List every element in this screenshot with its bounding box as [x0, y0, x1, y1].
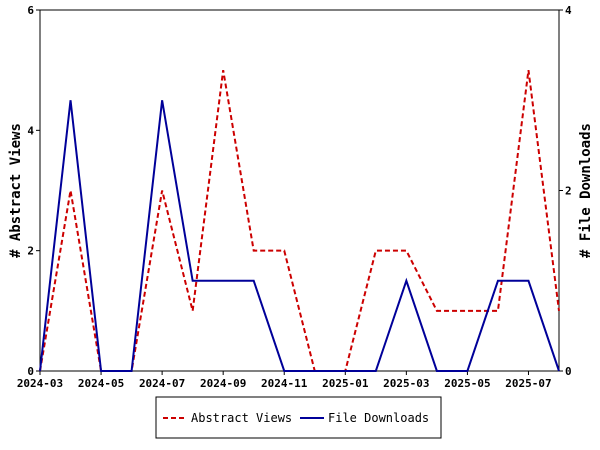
x-tick-label: 2024-11	[261, 377, 308, 390]
x-tick-label: 2025-03	[383, 377, 429, 390]
y-left-tick-label: 2	[27, 245, 34, 258]
series-line-file-downloads	[39, 100, 560, 372]
x-tick-label: 2025-05	[444, 377, 490, 390]
y-left-axis-title: # Abstract Views	[8, 123, 24, 258]
y-right-axis-title: # File Downloads	[578, 123, 594, 258]
x-tick-label: 2024-07	[139, 377, 185, 390]
y-right-tick-label: 2	[565, 185, 572, 198]
y-left-tick-label: 6	[27, 4, 34, 17]
x-tick-label: 2024-09	[200, 377, 246, 390]
x-tick-label: 2024-03	[17, 377, 63, 390]
axes: 0 2 4 6 0 2 4 2024-03 2024-05 2024-07 2024-09 2024-…	[8, 4, 594, 390]
y-right-tick-label: 0	[565, 365, 572, 378]
series-group	[39, 70, 560, 372]
x-tick-label: 2024-05	[78, 377, 124, 390]
legend-label-abstract-views: Abstract Views	[191, 411, 292, 425]
legend: Abstract Views File Downloads	[155, 396, 442, 439]
y-right-tick-label: 4	[565, 4, 572, 17]
y-left-tick-label: 4	[27, 124, 34, 137]
legend-label-file-downloads: File Downloads	[328, 411, 429, 425]
x-tick-label: 2025-07	[505, 377, 551, 390]
x-tick-label: 2025-01	[322, 377, 369, 390]
series-line-abstract-views	[39, 70, 560, 372]
plot-frame	[39, 9, 560, 372]
legend-box	[155, 396, 442, 439]
y-left-tick-label: 0	[27, 365, 34, 378]
